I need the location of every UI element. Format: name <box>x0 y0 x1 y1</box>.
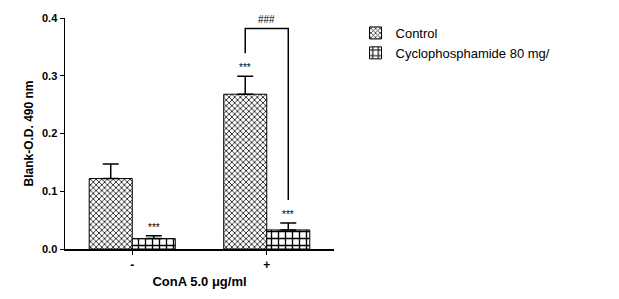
svg-text:***: *** <box>148 222 160 233</box>
svg-text:0.4: 0.4 <box>42 12 58 24</box>
svg-text:0.3: 0.3 <box>42 70 57 82</box>
svg-text:Cyclophosphamide 80 mg/: Cyclophosphamide 80 mg/ <box>396 46 550 61</box>
svg-text:0.1: 0.1 <box>42 185 57 197</box>
svg-text:Blank-O.D. 490 nm: Blank-O.D. 490 nm <box>22 80 36 186</box>
svg-text:-: - <box>130 258 134 272</box>
svg-text:***: *** <box>282 209 294 220</box>
svg-text:0.2: 0.2 <box>42 127 57 139</box>
svg-text:+: + <box>263 258 270 272</box>
svg-text:0.0: 0.0 <box>42 243 57 255</box>
svg-text:###: ### <box>258 14 275 25</box>
svg-text:***: *** <box>239 62 251 73</box>
svg-text:Control: Control <box>396 26 438 41</box>
svg-text:ConA 5.0 μg/ml: ConA 5.0 μg/ml <box>152 274 246 289</box>
